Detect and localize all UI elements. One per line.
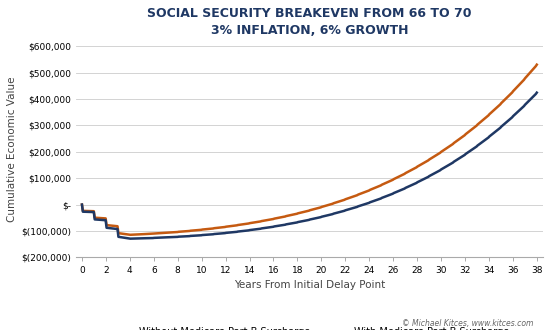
- Without Medicare Part B Surcharge: [79, 203, 85, 207]
- Line: Without Medicare Part B Surcharge: Without Medicare Part B Surcharge: [82, 65, 537, 235]
- Without Medicare Part B Surcharge: [326, 203, 332, 207]
- Without Medicare Part B Surcharge: [127, 233, 134, 237]
- Legend: Without Medicare Part B Surcharge, With Medicare Part B Surcharge: Without Medicare Part B Surcharge, With …: [106, 323, 513, 330]
- With Medicare Part B Surcharge: [127, 237, 134, 241]
- With Medicare Part B Surcharge: [79, 203, 85, 207]
- Y-axis label: Cumulative Economic Value: Cumulative Economic Value: [7, 76, 17, 222]
- Without Medicare Part B Surcharge: [452, 140, 459, 144]
- Without Medicare Part B Surcharge: [298, 211, 305, 214]
- With Medicare Part B Surcharge: [350, 206, 357, 210]
- Text: © Michael Kitces, www.kitces.com: © Michael Kitces, www.kitces.com: [402, 319, 534, 328]
- With Medicare Part B Surcharge: [298, 219, 305, 223]
- X-axis label: Years From Initial Delay Point: Years From Initial Delay Point: [234, 280, 385, 290]
- With Medicare Part B Surcharge: [524, 101, 530, 105]
- Title: SOCIAL SECURITY BREAKEVEN FROM 66 TO 70
3% INFLATION, 6% GROWTH: SOCIAL SECURITY BREAKEVEN FROM 66 TO 70 …: [147, 7, 471, 37]
- With Medicare Part B Surcharge: [534, 91, 540, 95]
- With Medicare Part B Surcharge: [295, 220, 302, 224]
- Without Medicare Part B Surcharge: [295, 211, 302, 215]
- Line: With Medicare Part B Surcharge: With Medicare Part B Surcharge: [82, 93, 537, 239]
- Without Medicare Part B Surcharge: [524, 74, 530, 78]
- Without Medicare Part B Surcharge: [350, 194, 357, 198]
- With Medicare Part B Surcharge: [452, 159, 459, 163]
- With Medicare Part B Surcharge: [326, 213, 332, 217]
- Without Medicare Part B Surcharge: [534, 63, 540, 67]
